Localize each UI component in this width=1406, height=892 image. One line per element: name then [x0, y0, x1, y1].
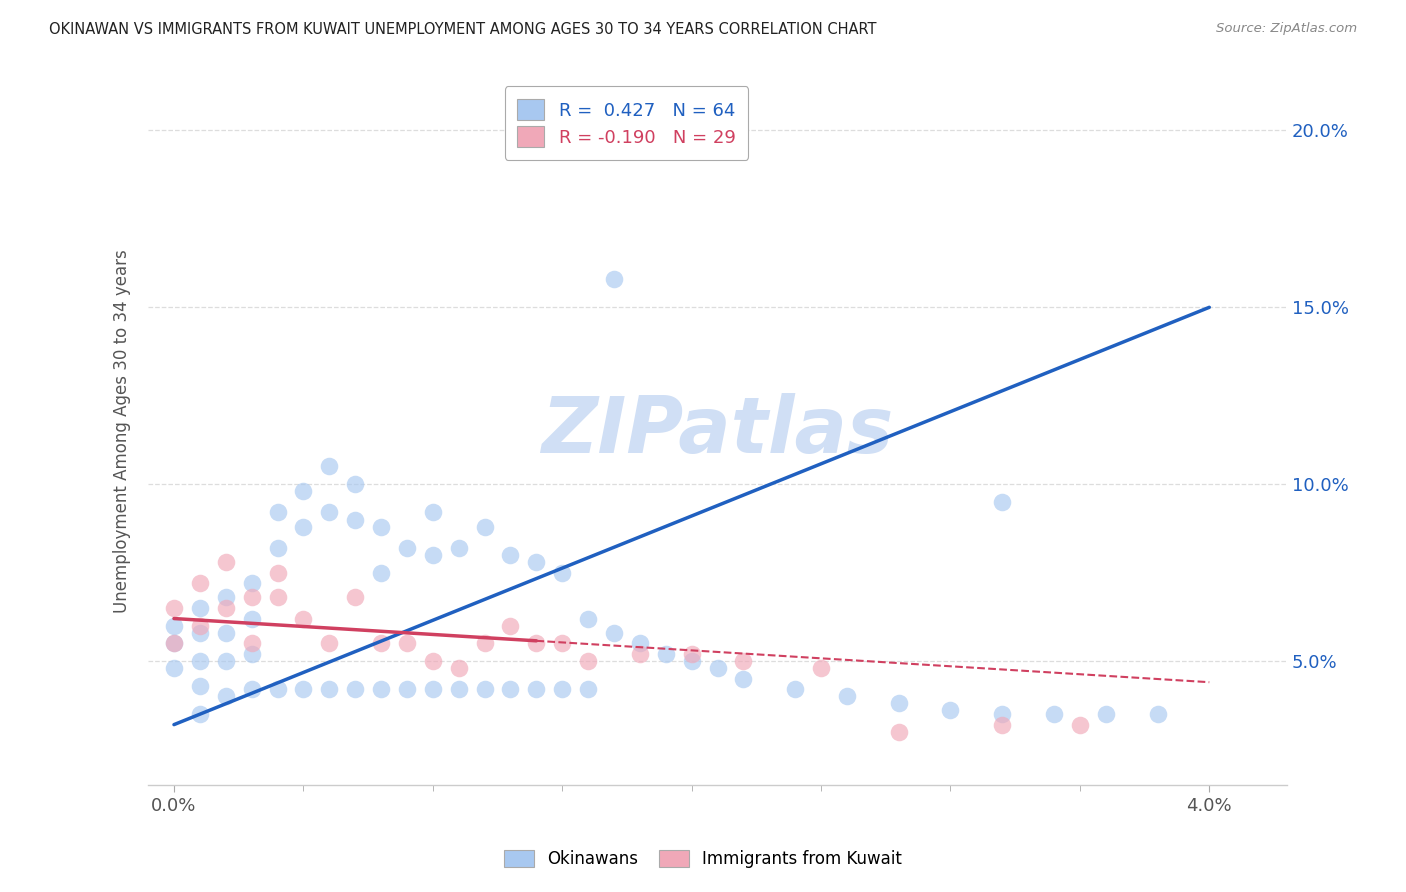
Point	[499, 548, 522, 562]
Point	[499, 682, 522, 697]
Point	[706, 661, 728, 675]
Point	[163, 601, 186, 615]
Point	[887, 697, 910, 711]
Point	[292, 682, 315, 697]
Text: Source: ZipAtlas.com: Source: ZipAtlas.com	[1216, 22, 1357, 36]
Point	[422, 505, 444, 519]
Point	[240, 611, 263, 625]
Point	[1146, 706, 1168, 721]
Point	[447, 541, 470, 555]
Point	[215, 690, 238, 704]
Point	[344, 591, 367, 605]
Point	[887, 724, 910, 739]
Point	[266, 566, 288, 580]
Point	[188, 618, 211, 632]
Point	[266, 505, 288, 519]
Point	[292, 519, 315, 533]
Point	[266, 591, 288, 605]
Point	[344, 477, 367, 491]
Point	[524, 555, 547, 569]
Point	[266, 682, 288, 697]
Point	[395, 682, 418, 697]
Point	[240, 576, 263, 591]
Point	[810, 661, 832, 675]
Point	[370, 519, 392, 533]
Legend: Okinawans, Immigrants from Kuwait: Okinawans, Immigrants from Kuwait	[498, 843, 908, 875]
Point	[939, 704, 962, 718]
Point	[681, 647, 703, 661]
Point	[292, 611, 315, 625]
Point	[835, 690, 858, 704]
Point	[318, 636, 340, 650]
Point	[318, 459, 340, 474]
Point	[163, 636, 186, 650]
Point	[188, 679, 211, 693]
Point	[395, 541, 418, 555]
Point	[422, 654, 444, 668]
Point	[474, 682, 496, 697]
Point	[1043, 706, 1066, 721]
Y-axis label: Unemployment Among Ages 30 to 34 years: Unemployment Among Ages 30 to 34 years	[114, 249, 131, 613]
Point	[733, 654, 755, 668]
Point	[318, 682, 340, 697]
Point	[188, 654, 211, 668]
Point	[266, 541, 288, 555]
Point	[370, 682, 392, 697]
Point	[240, 647, 263, 661]
Text: ZIPatlas: ZIPatlas	[541, 393, 894, 469]
Point	[422, 682, 444, 697]
Point	[551, 636, 574, 650]
Point	[344, 682, 367, 697]
Point	[628, 636, 651, 650]
Point	[395, 636, 418, 650]
Point	[576, 611, 599, 625]
Point	[991, 706, 1014, 721]
Point	[240, 636, 263, 650]
Point	[240, 591, 263, 605]
Point	[370, 566, 392, 580]
Point	[447, 682, 470, 697]
Point	[215, 591, 238, 605]
Point	[370, 636, 392, 650]
Point	[240, 682, 263, 697]
Point	[655, 647, 678, 661]
Point	[163, 636, 186, 650]
Point	[474, 519, 496, 533]
Point	[603, 272, 626, 286]
Point	[188, 706, 211, 721]
Point	[576, 682, 599, 697]
Point	[163, 661, 186, 675]
Point	[292, 484, 315, 499]
Point	[163, 618, 186, 632]
Point	[447, 661, 470, 675]
Point	[524, 682, 547, 697]
Point	[524, 636, 547, 650]
Point	[188, 625, 211, 640]
Point	[215, 625, 238, 640]
Point	[188, 601, 211, 615]
Point	[422, 548, 444, 562]
Point	[474, 636, 496, 650]
Point	[318, 505, 340, 519]
Point	[628, 647, 651, 661]
Point	[215, 555, 238, 569]
Point	[1094, 706, 1116, 721]
Point	[551, 566, 574, 580]
Point	[1069, 717, 1091, 731]
Point	[576, 654, 599, 668]
Point	[785, 682, 807, 697]
Legend: R =  0.427   N = 64, R = -0.190   N = 29: R = 0.427 N = 64, R = -0.190 N = 29	[505, 87, 748, 160]
Text: OKINAWAN VS IMMIGRANTS FROM KUWAIT UNEMPLOYMENT AMONG AGES 30 TO 34 YEARS CORREL: OKINAWAN VS IMMIGRANTS FROM KUWAIT UNEMP…	[49, 22, 877, 37]
Point	[499, 618, 522, 632]
Point	[215, 654, 238, 668]
Point	[991, 717, 1014, 731]
Point	[681, 654, 703, 668]
Point	[551, 682, 574, 697]
Point	[733, 672, 755, 686]
Point	[188, 576, 211, 591]
Point	[344, 512, 367, 526]
Point	[215, 601, 238, 615]
Point	[991, 495, 1014, 509]
Point	[603, 625, 626, 640]
